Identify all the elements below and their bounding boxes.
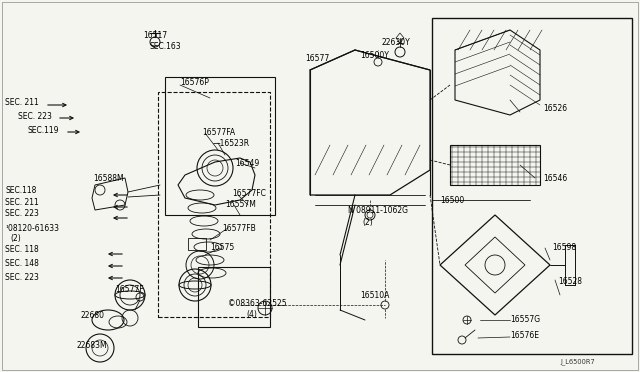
Text: 16577: 16577 xyxy=(305,54,329,62)
Text: (2): (2) xyxy=(362,218,372,227)
Text: 16588M: 16588M xyxy=(93,173,124,183)
Text: J_L6500R7: J_L6500R7 xyxy=(560,359,595,365)
Text: SEC. 211: SEC. 211 xyxy=(5,198,39,206)
Text: 16526: 16526 xyxy=(543,103,567,112)
Text: 16577FC: 16577FC xyxy=(232,189,266,198)
Text: SEC. 118: SEC. 118 xyxy=(5,246,39,254)
Text: 16576P: 16576P xyxy=(180,77,209,87)
Text: SEC.163: SEC.163 xyxy=(150,42,182,51)
Text: 16546: 16546 xyxy=(543,173,567,183)
Bar xyxy=(198,267,270,327)
Text: (2): (2) xyxy=(10,234,20,243)
Text: 16577FA: 16577FA xyxy=(202,128,235,137)
Bar xyxy=(158,92,270,317)
Bar xyxy=(432,18,632,354)
Text: 16598: 16598 xyxy=(552,244,576,253)
Text: SEC. 223: SEC. 223 xyxy=(5,208,39,218)
Text: SEC.119: SEC.119 xyxy=(27,125,58,135)
Text: 16576E: 16576E xyxy=(510,331,539,340)
Text: 16528: 16528 xyxy=(558,278,582,286)
Text: SEC. 223: SEC. 223 xyxy=(18,112,52,121)
Text: N 08911-1062G: N 08911-1062G xyxy=(348,205,408,215)
Text: 16549: 16549 xyxy=(235,158,259,167)
Text: 22630Y: 22630Y xyxy=(382,38,411,46)
Text: 16557M: 16557M xyxy=(225,199,256,208)
Text: (4): (4) xyxy=(246,311,257,320)
Text: SEC. 148: SEC. 148 xyxy=(5,259,39,267)
Text: 16575: 16575 xyxy=(210,244,234,253)
Text: SEC. 211: SEC. 211 xyxy=(5,97,39,106)
Text: 16510A: 16510A xyxy=(360,291,389,299)
Text: 22683M: 22683M xyxy=(76,340,107,350)
Text: 16577FB: 16577FB xyxy=(222,224,256,232)
Text: 16500: 16500 xyxy=(440,196,464,205)
Text: 16577F: 16577F xyxy=(115,285,143,295)
Text: 16557G: 16557G xyxy=(510,314,540,324)
Text: SEC. 223: SEC. 223 xyxy=(5,273,39,282)
Text: 16517: 16517 xyxy=(143,31,167,39)
Text: 16500Y: 16500Y xyxy=(360,51,389,60)
Text: SEC.118: SEC.118 xyxy=(5,186,36,195)
Text: ©08363-62525: ©08363-62525 xyxy=(228,298,287,308)
Bar xyxy=(165,77,275,215)
Bar xyxy=(188,238,206,250)
Text: ¹08120-61633: ¹08120-61633 xyxy=(5,224,59,232)
Text: —16523R: —16523R xyxy=(213,138,250,148)
Text: 22680: 22680 xyxy=(80,311,104,320)
